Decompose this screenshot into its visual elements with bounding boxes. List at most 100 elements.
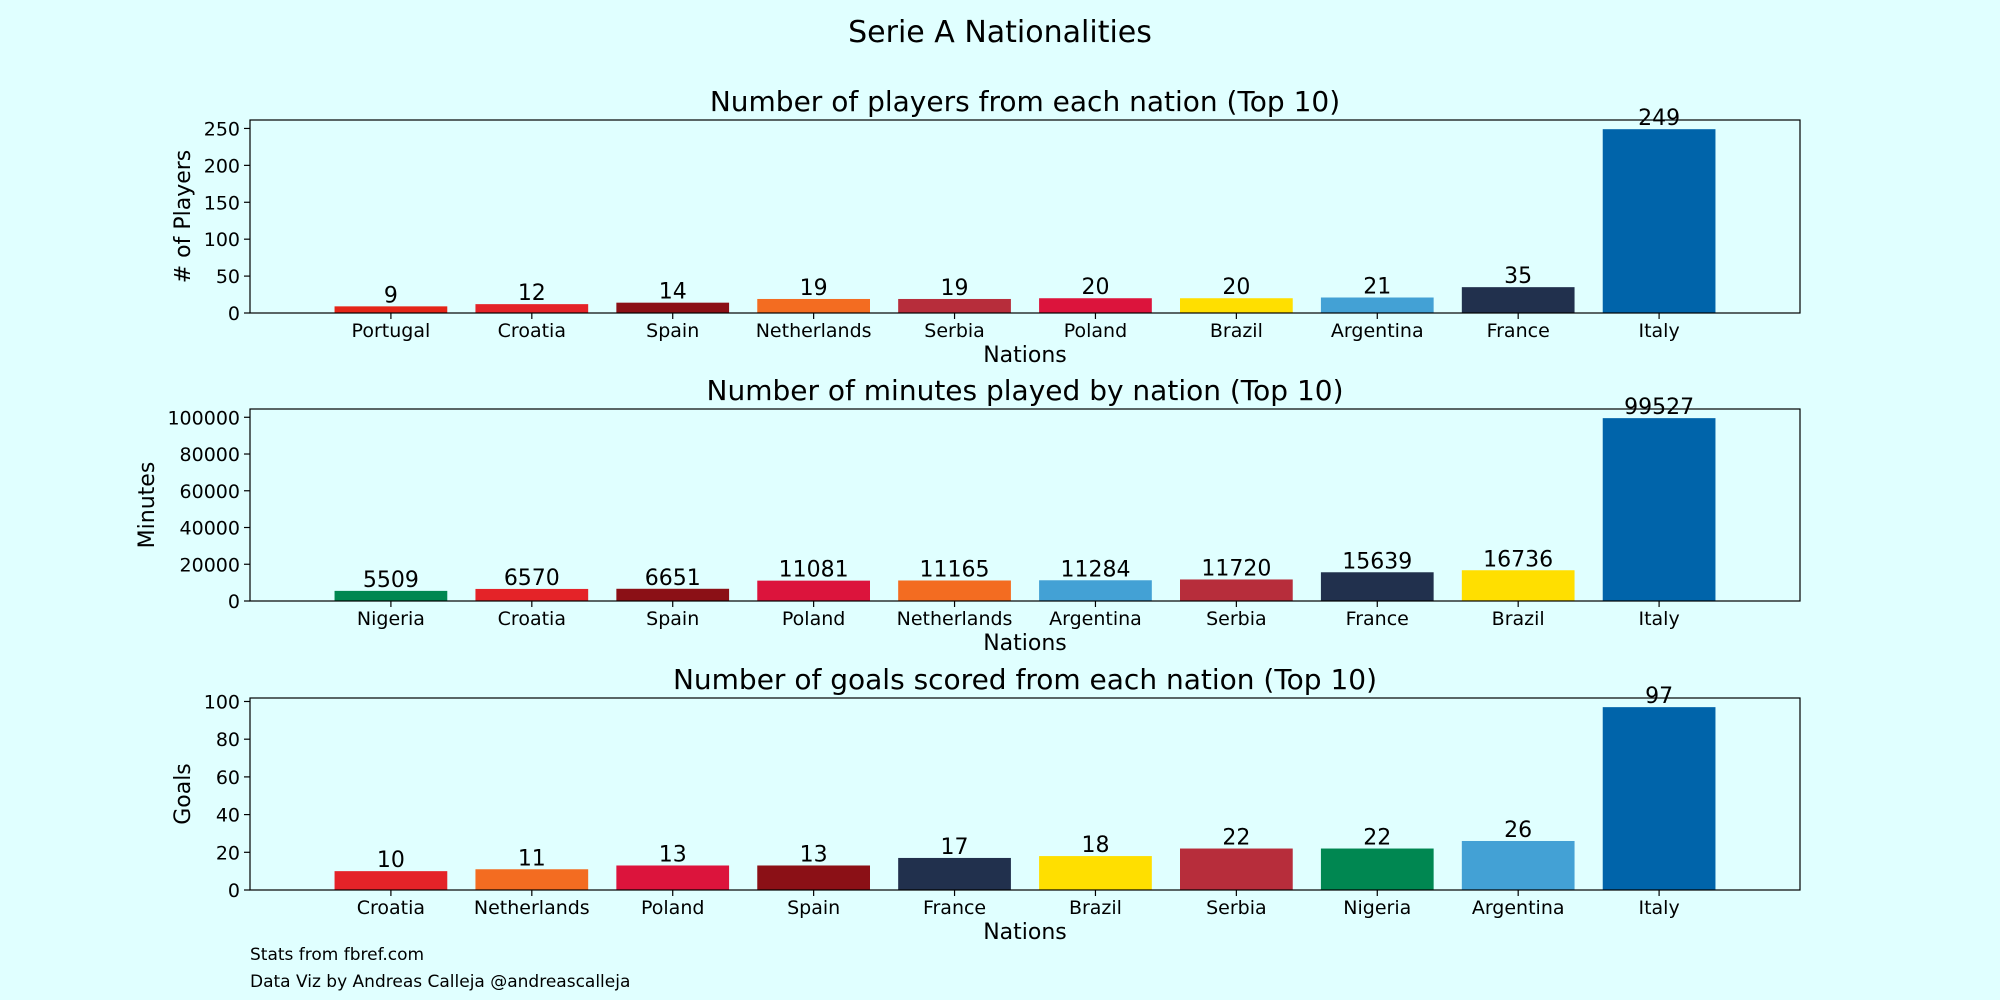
author-credit: Data Viz by Andreas Calleja @andreascall… (250, 972, 630, 992)
x-axis-label: Nations (983, 343, 1067, 368)
bar-poland (1039, 298, 1152, 313)
data-label: 97 (1645, 684, 1673, 709)
data-label: 9 (384, 283, 398, 308)
y-tick-label: 100 (204, 229, 240, 251)
y-tick-label: 40000 (180, 518, 240, 540)
chart-panel-1: 0 50 100 150 200 250 Portugal Croatia Spain Nethe… (171, 85, 1801, 368)
y-tick-label: 80000 (180, 444, 240, 466)
x-tick-label: Portugal (352, 320, 431, 342)
data-label: 17 (941, 835, 969, 860)
y-tick-label: 150 (204, 192, 240, 214)
x-tick-label: France (1487, 320, 1550, 342)
y-tick-label: 100000 (167, 407, 240, 429)
data-label: 11081 (779, 558, 849, 583)
bar-france (1320, 572, 1434, 601)
data-label: 19 (941, 276, 969, 301)
y-tick-label: 100 (204, 691, 240, 713)
data-label: 11165 (920, 557, 990, 582)
x-tick-label: Italy (1638, 608, 1679, 630)
x-tick-label: Nigeria (1343, 897, 1411, 919)
x-axis-label: Nations (983, 631, 1067, 656)
bar-nigeria (1320, 848, 1434, 890)
bar-france (1461, 287, 1575, 313)
y-tick-label: 60 (216, 767, 240, 789)
y-axis-label: Goals (171, 763, 196, 825)
chart-panel-3: 0 20 40 60 80 100 Croatia Netherlands Poland Spai… (171, 663, 1801, 945)
y-axis-label: # of Players (171, 150, 196, 284)
data-label: 10 (377, 848, 405, 873)
data-label: 14 (659, 280, 687, 305)
x-tick-label: Italy (1638, 320, 1679, 342)
bar-italy (1602, 707, 1716, 890)
x-tick-label: Brazil (1492, 608, 1545, 630)
x-tick-label: Serbia (924, 320, 985, 342)
bar-argentina (1320, 297, 1434, 313)
data-label: 11720 (1201, 556, 1271, 581)
y-tick-label: 50 (216, 266, 240, 288)
data-label: 20 (1222, 275, 1250, 300)
data-label: 11 (518, 846, 546, 871)
data-label: 11284 (1060, 557, 1130, 582)
bar-argentina (1461, 840, 1575, 890)
data-label: 15639 (1342, 549, 1412, 574)
bar-netherlands (757, 298, 870, 313)
x-tick-label: Brazil (1210, 320, 1263, 342)
x-tick-label: Spain (646, 320, 699, 342)
bar-poland (616, 865, 730, 890)
axes-frame (249, 119, 1801, 314)
x-tick-label: Argentina (1331, 320, 1424, 342)
x-tick-label: Poland (1064, 320, 1127, 342)
bar-italy (1602, 418, 1716, 601)
data-label: 21 (1363, 274, 1391, 299)
bar-brazil (1180, 298, 1293, 313)
x-tick-label: Argentina (1049, 608, 1142, 630)
x-tick-label: Croatia (498, 320, 566, 342)
bar-croatia (475, 304, 589, 313)
bar-france (898, 857, 1011, 890)
y-tick-label: 0 (228, 303, 240, 325)
bar-serbia (1180, 848, 1293, 890)
bar-spain (616, 302, 730, 313)
data-label: 26 (1504, 818, 1532, 843)
source-credit: Stats from fbref.com (250, 945, 424, 965)
x-tick-label: Poland (782, 608, 845, 630)
data-label: 20 (1081, 275, 1109, 300)
bar-brazil (1039, 856, 1152, 890)
x-tick-label: Netherlands (897, 608, 1013, 630)
x-tick-label: Spain (646, 608, 699, 630)
data-label: 18 (1081, 833, 1109, 858)
x-tick-label: Argentina (1472, 897, 1565, 919)
bar-nigeria (334, 590, 448, 601)
data-label: 13 (800, 842, 828, 867)
x-tick-label: Spain (787, 897, 840, 919)
chart-title: Number of goals scored from each nation … (673, 663, 1377, 696)
data-label: 6570 (504, 566, 560, 591)
x-tick-label: Netherlands (756, 320, 872, 342)
y-tick-label: 0 (228, 880, 240, 902)
x-tick-label: Croatia (498, 608, 566, 630)
data-label: 5509 (363, 568, 419, 593)
bar-poland (757, 580, 870, 601)
data-label: 22 (1222, 826, 1250, 851)
bar-argentina (1039, 580, 1152, 601)
y-tick-label: 80 (216, 729, 240, 751)
x-tick-label: Netherlands (474, 897, 590, 919)
bar-spain (616, 588, 730, 601)
axes-frame (249, 408, 1801, 602)
bar-serbia (1180, 579, 1293, 601)
figure-title: Serie A Nationalities (848, 15, 1152, 50)
bar-netherlands (475, 869, 589, 890)
x-tick-label: Serbia (1206, 897, 1267, 919)
data-label: 22 (1363, 826, 1391, 851)
x-tick-label: Nigeria (357, 608, 425, 630)
bar-italy (1602, 129, 1716, 313)
y-tick-label: 40 (216, 805, 240, 827)
x-tick-label: Italy (1638, 897, 1679, 919)
bar-spain (757, 865, 870, 890)
bar-croatia (475, 588, 589, 601)
bar-brazil (1461, 570, 1575, 601)
bar-croatia (334, 871, 448, 890)
data-label: 6651 (645, 566, 701, 591)
data-label: 12 (518, 281, 546, 306)
